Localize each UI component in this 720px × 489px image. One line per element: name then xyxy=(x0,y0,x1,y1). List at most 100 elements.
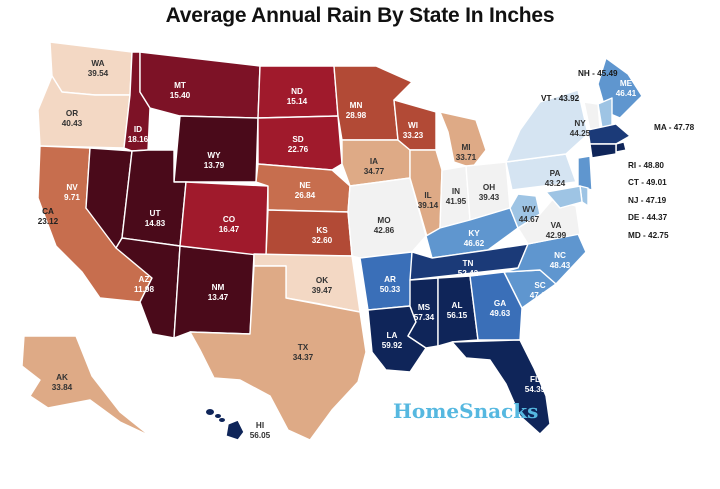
state-label-va: VA xyxy=(551,221,562,230)
state-sd xyxy=(257,115,343,171)
state-label-co: CO xyxy=(223,215,236,224)
state-value-ut: 14.83 xyxy=(145,219,166,228)
state-value-mo: 42.86 xyxy=(374,226,395,235)
state-label-tx: TX xyxy=(298,343,309,352)
state-label-ms: MS xyxy=(418,303,431,312)
state-wy xyxy=(173,115,259,183)
state-value-nm: 13.47 xyxy=(208,293,229,302)
state-label-sd: SD xyxy=(292,135,303,144)
state-label-ks: KS xyxy=(316,226,328,235)
hawaii-island xyxy=(215,414,221,418)
state-label-ia: IA xyxy=(370,157,378,166)
state-label-la: LA xyxy=(387,331,398,340)
state-label-fl: FL xyxy=(530,375,540,384)
state-label-oh: OH xyxy=(483,183,495,192)
state-ks xyxy=(265,209,353,257)
state-value-ne: 26.84 xyxy=(295,191,316,200)
state-value-sd: 22.76 xyxy=(288,145,309,154)
state-value-ks: 32.60 xyxy=(312,236,333,245)
state-label-ne: NE xyxy=(299,181,311,190)
state-value-la: 59.92 xyxy=(382,341,403,350)
state-label-sc: SC xyxy=(534,281,545,290)
state-ny xyxy=(505,89,589,163)
state-tx xyxy=(189,265,367,441)
state-value-wi: 33.23 xyxy=(403,131,424,140)
state-small-ma xyxy=(587,123,631,145)
state-mt xyxy=(139,51,261,119)
state-label-ky: KY xyxy=(468,229,480,238)
state-value-ms: 57.34 xyxy=(414,313,435,322)
state-value-wy: 13.79 xyxy=(204,161,225,170)
callout-nh: NH - 45.49 xyxy=(578,69,618,78)
state-value-pa: 43.24 xyxy=(545,179,566,188)
state-value-hi: 56.05 xyxy=(250,431,271,440)
state-value-ga: 49.63 xyxy=(490,309,511,318)
state-label-wi: WI xyxy=(408,121,418,130)
state-value-al: 56.15 xyxy=(447,311,468,320)
hawaii-island xyxy=(219,418,225,422)
state-value-in: 41.95 xyxy=(446,197,467,206)
state-label-al: AL xyxy=(452,301,463,310)
state-label-mo: MO xyxy=(377,216,391,225)
state-value-oh: 39.43 xyxy=(479,193,500,202)
state-label-tn: TN xyxy=(463,259,474,268)
state-value-ok: 39.47 xyxy=(312,286,333,295)
state-label-pa: PA xyxy=(550,169,561,178)
state-value-ky: 46.62 xyxy=(464,239,485,248)
state-value-mn: 28.98 xyxy=(346,111,367,120)
state-value-ak: 33.84 xyxy=(52,383,73,392)
state-label-az: AZ xyxy=(139,275,150,284)
page-title: Average Annual Rain By State In Inches xyxy=(165,4,555,27)
state-label-hi: HI xyxy=(256,421,264,430)
state-value-nc: 48.43 xyxy=(550,261,571,270)
state-label-id: ID xyxy=(134,125,142,134)
state-label-mn: MN xyxy=(350,101,363,110)
state-hi xyxy=(225,419,245,441)
state-label-ny: NY xyxy=(574,119,586,128)
state-value-fl: 54.39 xyxy=(525,385,546,394)
callout-de: DE - 44.37 xyxy=(628,213,668,222)
state-value-ny: 44.25 xyxy=(570,129,591,138)
state-value-il: 39.14 xyxy=(418,201,439,210)
state-value-ar: 50.33 xyxy=(380,285,401,294)
state-label-nd: ND xyxy=(291,87,303,96)
callout-md: MD - 42.75 xyxy=(628,231,669,240)
state-value-tn: 52.42 xyxy=(458,269,479,278)
state-label-nv: NV xyxy=(66,183,78,192)
state-value-me: 46.41 xyxy=(616,89,637,98)
state-small-ri xyxy=(615,141,627,153)
state-value-sc: 47.04 xyxy=(530,291,551,300)
state-ak xyxy=(21,335,151,437)
state-label-ca: CA xyxy=(42,207,54,216)
state-label-or: OR xyxy=(66,109,78,118)
state-label-ak: AK xyxy=(56,373,68,382)
state-label-wv: WV xyxy=(522,205,536,214)
state-label-in: IN xyxy=(452,187,460,196)
state-value-tx: 34.37 xyxy=(293,353,314,362)
state-value-mi: 33.71 xyxy=(456,153,477,162)
state-small-nj xyxy=(577,155,593,191)
state-value-ca: 23.12 xyxy=(38,217,59,226)
state-ga xyxy=(469,271,523,341)
state-label-ar: AR xyxy=(384,275,396,284)
state-value-az: 11.98 xyxy=(134,285,154,294)
state-value-ia: 34.77 xyxy=(364,167,385,176)
state-label-wa: WA xyxy=(91,59,104,68)
callout-ct: CT - 49.01 xyxy=(628,178,667,187)
state-label-ok: OK xyxy=(316,276,328,285)
state-label-nm: NM xyxy=(212,283,225,292)
callout-nj: NJ - 47.19 xyxy=(628,196,667,205)
state-value-wa: 39.54 xyxy=(88,69,109,78)
state-label-mi: MI xyxy=(461,143,470,152)
state-label-wy: WY xyxy=(207,151,221,160)
state-fl xyxy=(451,339,551,435)
state-label-me: ME xyxy=(620,79,633,88)
callout-ma: MA - 47.78 xyxy=(654,123,695,132)
state-label-ga: GA xyxy=(494,299,506,308)
state-value-id: 18.16 xyxy=(128,135,149,144)
state-label-il: IL xyxy=(424,191,431,200)
state-label-nc: NC xyxy=(554,251,566,260)
homesnacks-logo: HomeSnacks xyxy=(393,399,538,423)
